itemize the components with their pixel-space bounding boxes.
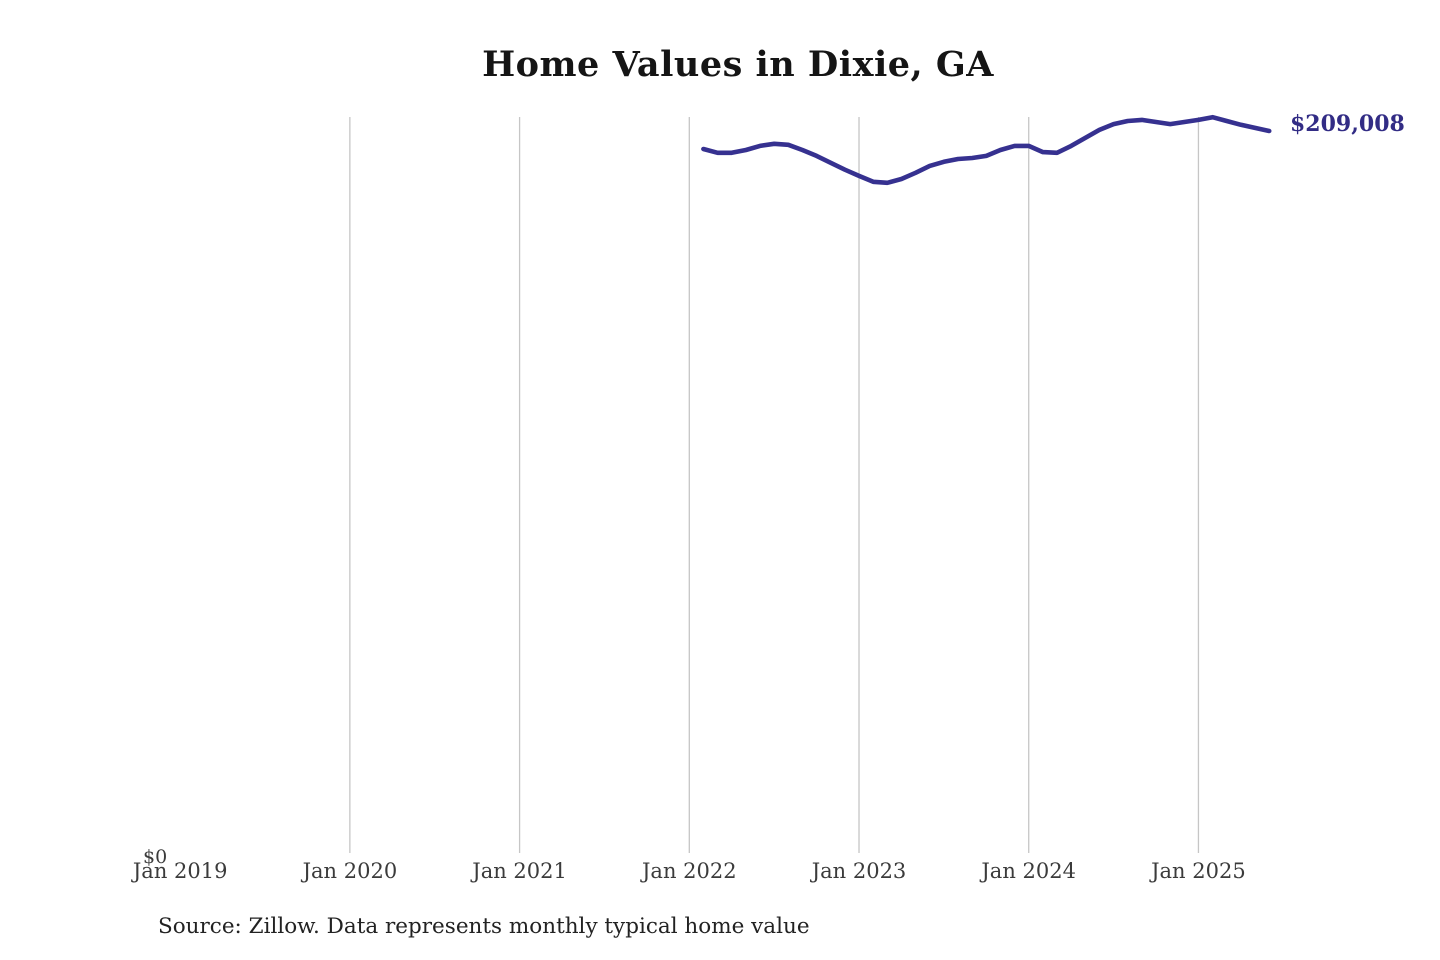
x-axis-label: Jan 2019 <box>132 859 228 883</box>
current-value-label: $209,008 <box>1290 111 1405 137</box>
y-axis-zero-label: $0 <box>143 846 168 868</box>
chart-title: Home Values in Dixie, GA <box>482 44 994 85</box>
source-note: Source: Zillow. Data represents monthly … <box>158 914 810 939</box>
x-axis-label: Jan 2023 <box>811 859 907 883</box>
x-axis-label: Jan 2025 <box>1151 859 1246 883</box>
x-axis-label: Jan 2024 <box>981 859 1076 883</box>
value-line <box>701 114 1272 186</box>
gridlines-group <box>349 117 1200 853</box>
x-axis-label: Jan 2021 <box>472 859 567 883</box>
x-axis-label: Jan 2022 <box>642 859 737 883</box>
x-axis-label: Jan 2020 <box>302 859 398 883</box>
